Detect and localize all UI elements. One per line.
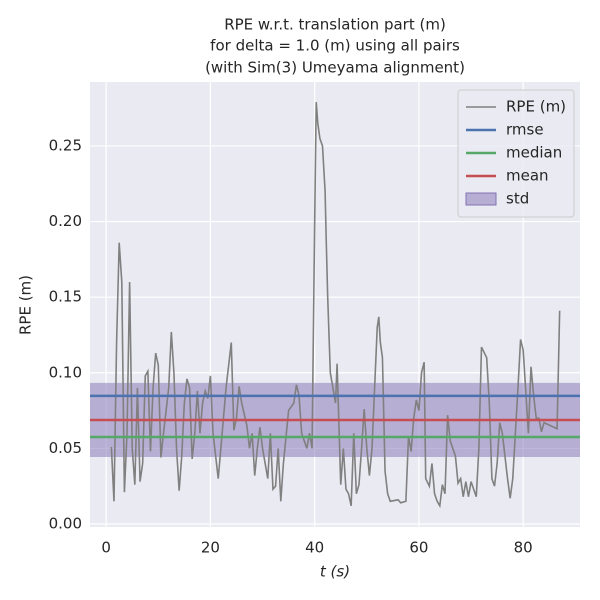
legend-label: std: [506, 190, 529, 208]
y-tick-label: 0.15: [49, 288, 82, 306]
y-tick-label: 0.25: [49, 136, 82, 154]
legend-label: rmse: [506, 121, 544, 139]
legend-label: median: [506, 144, 562, 162]
y-axis-label: RPE (m): [17, 275, 35, 335]
y-tick-label: 0.20: [49, 212, 82, 230]
y-tick-label: 0.00: [49, 514, 82, 532]
x-axis-label: t (s): [320, 563, 350, 581]
data-line: [110, 102, 561, 509]
chart-title: (with Sim(3) Umeyama alignment): [205, 59, 465, 77]
y-tick-label: 0.10: [49, 363, 82, 381]
legend-box: [457, 89, 575, 218]
x-tick-label: 60: [409, 539, 428, 557]
chart-title: for delta = 1.0 (m) using all pairs: [210, 37, 460, 55]
x-tick-label: 0: [101, 539, 111, 557]
legend-label: RPE (m): [506, 98, 566, 116]
x-tick-label: 20: [201, 539, 220, 557]
y-tick-label: 0.05: [49, 439, 82, 457]
x-tick-label: 40: [305, 539, 324, 557]
x-tick-label: 80: [514, 539, 533, 557]
legend-label: mean: [506, 167, 549, 185]
chart-title: RPE w.r.t. translation part (m): [224, 16, 446, 34]
legend-swatch: [465, 192, 497, 206]
